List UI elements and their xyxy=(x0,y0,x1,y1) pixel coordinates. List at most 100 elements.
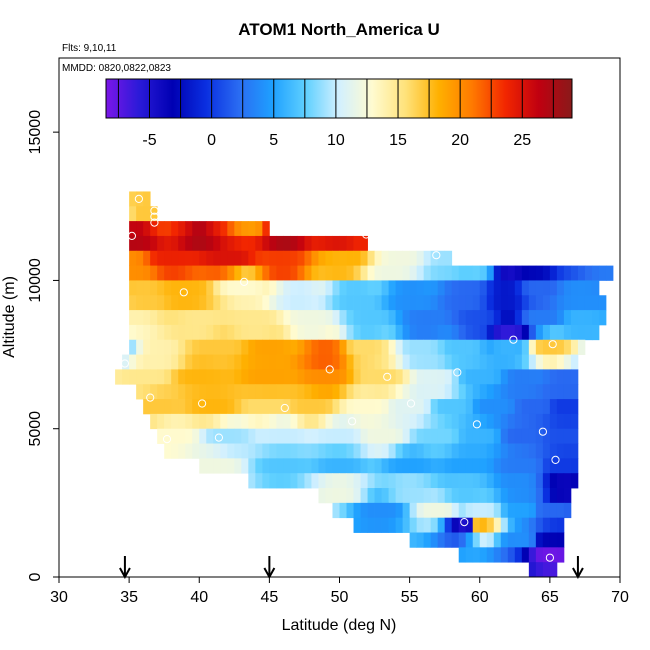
heatmap-cell xyxy=(563,295,572,311)
heatmap-cell xyxy=(549,517,558,533)
heatmap-cell xyxy=(563,502,572,519)
heatmap-cell xyxy=(486,532,495,548)
heatmap-cell xyxy=(423,399,432,415)
heatmap-cell xyxy=(556,280,565,296)
heatmap-cell xyxy=(430,280,439,296)
heatmap-cell xyxy=(367,354,375,370)
heatmap-cell xyxy=(178,399,186,415)
heatmap-cell xyxy=(262,443,270,459)
heatmap-cell xyxy=(416,295,425,311)
heatmap-cell xyxy=(213,295,221,311)
heatmap-cell xyxy=(136,280,144,296)
heatmap-cell xyxy=(535,310,544,326)
heatmap-cell xyxy=(465,354,474,370)
heatmap-cell xyxy=(395,339,404,355)
heatmap-cell xyxy=(409,488,418,504)
heatmap-cell xyxy=(213,265,221,281)
heatmap-cell xyxy=(402,339,411,355)
heatmap-cell xyxy=(262,384,270,400)
heatmap-cell xyxy=(367,369,375,385)
heatmap-cell xyxy=(458,265,467,281)
heatmap-cell xyxy=(143,369,151,385)
heatmap-cell xyxy=(451,517,460,533)
heatmap-cell xyxy=(255,221,263,237)
heatmap-cell xyxy=(353,399,361,415)
heatmap-cell xyxy=(206,443,214,459)
heatmap-cell xyxy=(143,384,151,400)
heatmap-cell xyxy=(402,413,411,430)
heatmap-cell xyxy=(493,354,502,370)
heatmap-cell xyxy=(472,384,481,400)
heatmap-cell xyxy=(213,324,221,341)
heatmap-cell xyxy=(591,265,600,281)
heatmap-cell xyxy=(136,206,144,222)
heatmap-cell xyxy=(542,488,551,504)
heatmap-cell xyxy=(528,265,537,281)
heatmap-cell xyxy=(500,502,509,519)
heatmap-cell xyxy=(367,413,375,430)
heatmap-cell xyxy=(248,295,256,311)
colorbar-tick-label: 10 xyxy=(327,132,345,149)
heatmap-cell xyxy=(507,265,516,281)
heatmap-cell xyxy=(178,384,186,400)
observation-point xyxy=(150,206,159,215)
heatmap-cell xyxy=(451,369,460,385)
heatmap-cell xyxy=(262,339,270,355)
heatmap-cell xyxy=(269,369,277,385)
heatmap-cell xyxy=(486,399,495,415)
heatmap-cell xyxy=(549,265,558,281)
heatmap-cell xyxy=(430,295,439,311)
heatmap-cell xyxy=(381,310,389,326)
heatmap-cell xyxy=(360,250,368,266)
heatmap-cell xyxy=(192,310,200,326)
heatmap-cell xyxy=(542,562,551,578)
heatmap-cell xyxy=(430,458,439,474)
heatmap-cell xyxy=(283,473,291,489)
heatmap-cell xyxy=(374,265,382,281)
heatmap-cell xyxy=(563,354,572,370)
heatmap-cell xyxy=(185,428,193,444)
heatmap-cell xyxy=(213,280,221,296)
heatmap-cell xyxy=(192,413,200,430)
heatmap-cell xyxy=(584,324,593,341)
heatmap-cell xyxy=(493,458,502,474)
heatmap-cell xyxy=(192,369,200,385)
heatmap-cell xyxy=(220,235,228,252)
heatmap-cell xyxy=(486,310,495,326)
heatmap-cell xyxy=(297,265,305,281)
heatmap-cell xyxy=(220,413,228,430)
heatmap-cell xyxy=(521,473,530,489)
heatmap-cell xyxy=(528,443,537,459)
heatmap-cell xyxy=(367,428,375,444)
heatmap-cell xyxy=(157,369,165,385)
heatmap-cell xyxy=(164,295,172,311)
heatmap-cell xyxy=(171,339,179,355)
heatmap-cell xyxy=(472,324,481,341)
heatmap-cell xyxy=(430,443,439,459)
heatmap-cell xyxy=(528,502,537,519)
heatmap-cell xyxy=(213,339,221,355)
heatmap-cell xyxy=(213,310,221,326)
heatmap-cell xyxy=(213,235,221,252)
heatmap-cell xyxy=(150,369,158,385)
heatmap-cell xyxy=(437,458,446,474)
heatmap-cell xyxy=(465,265,474,281)
heatmap-cell xyxy=(528,339,537,355)
heatmap-cell xyxy=(367,488,375,504)
heatmap-cell xyxy=(332,369,340,385)
heatmap-cell xyxy=(206,369,214,385)
heatmap-cell xyxy=(563,324,572,341)
heatmap-cell xyxy=(437,428,446,444)
heatmap-cell xyxy=(465,547,474,563)
heatmap-cell xyxy=(346,458,354,474)
heatmap-cell xyxy=(248,443,256,459)
heatmap-cell xyxy=(500,339,509,355)
heatmap-cell xyxy=(297,428,305,444)
heatmap-cell xyxy=(465,517,474,533)
heatmap-cell xyxy=(241,265,249,281)
heatmap-cell xyxy=(227,235,235,252)
heatmap-cell xyxy=(325,339,333,355)
heatmap-cell xyxy=(178,295,186,311)
heatmap-cell xyxy=(465,369,474,385)
heatmap-cell xyxy=(507,517,516,533)
